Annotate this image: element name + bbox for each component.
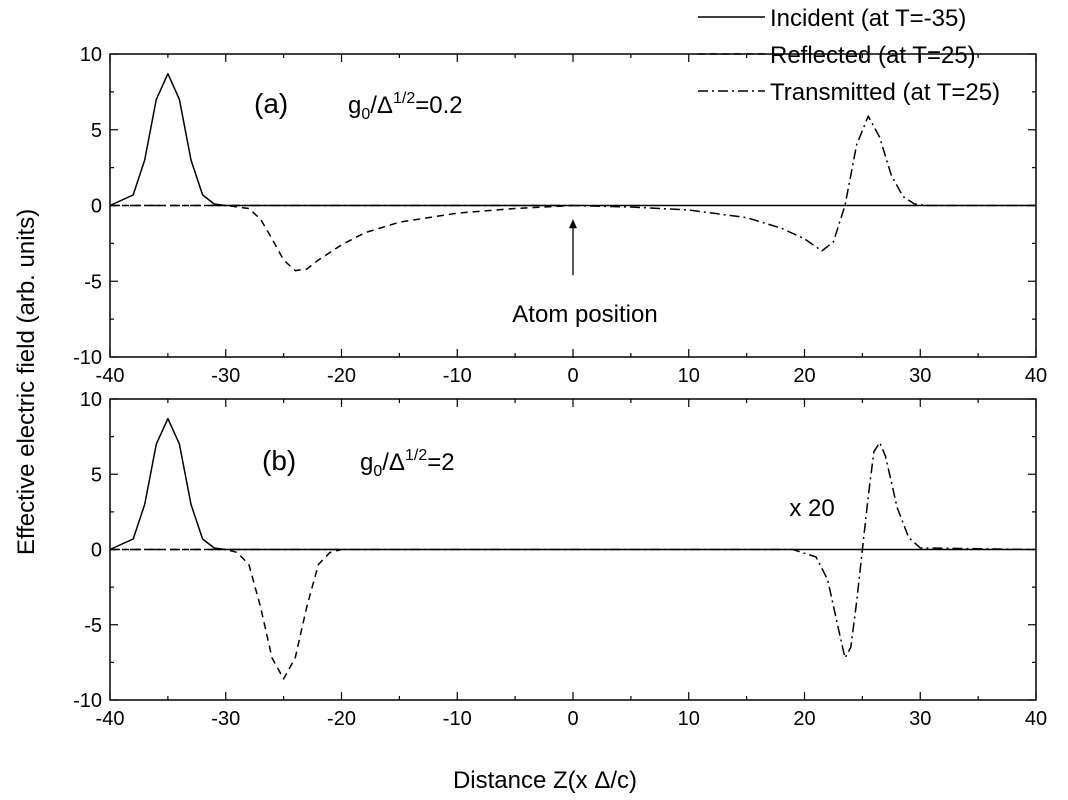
panels-layer: -40 -30 -20 -10 0 10 20 30 40 10 5 0 -5 -10 (a) g0/Δ1/2…	[73, 44, 1047, 730]
series-solid-a	[109, 72, 1036, 207]
legend-label-incident: Incident (at T=-35)	[770, 5, 966, 32]
x-tick-label: -20	[327, 708, 356, 730]
x-tick-label: 0	[567, 708, 578, 730]
y-axis-title: Effective electric field (arb. units)	[13, 209, 40, 555]
panel-b: -40 -30 -20 -10 0 10 20 30 40 10 5 0 -5 -10 (b) g0/Δ1/2…	[73, 389, 1047, 730]
x-tick-label: 40	[1025, 708, 1047, 730]
y-tick-label: 5	[91, 120, 102, 142]
y-tick-label: -10	[73, 690, 102, 712]
x-tick-label: -30	[211, 365, 240, 387]
y-tick-label: 5	[91, 464, 102, 486]
series-dashdot-a	[110, 115, 1036, 252]
annotation-a: Atom position	[512, 301, 657, 328]
y-tick-label: 0	[91, 540, 102, 562]
x-tick-label: 30	[909, 365, 931, 387]
x-tick-label: 10	[678, 708, 700, 730]
parameter-label-a: g0/Δ1/2=0.2	[348, 90, 463, 123]
x-tick-label: -10	[443, 708, 472, 730]
panel-a: -40 -30 -20 -10 0 10 20 30 40 10 5 0 -5 -10 (a) g0/Δ1/2…	[73, 44, 1047, 387]
x-tick-label: -40	[96, 365, 125, 387]
y-tick-label: 10	[80, 389, 102, 411]
series-dashdot-b	[110, 441, 1037, 659]
parameter-label-b: g0/Δ1/2=2	[360, 447, 455, 480]
series-dashed-b	[110, 548, 342, 680]
atom-position-arrow-head	[569, 219, 577, 229]
y-tick-label: -5	[84, 271, 102, 293]
series-solid-b	[109, 417, 1036, 551]
x-tick-label: -30	[211, 708, 240, 730]
x-axis-title: Distance Z(x Δ/c)	[453, 767, 637, 794]
legend: Incident (at T=-35) Reflected (at T=25) …	[698, 5, 1000, 106]
series-dashed-a	[110, 204, 574, 272]
legend-label-transmitted: Transmitted (at T=25)	[770, 79, 1000, 106]
panel-label-a: (a)	[254, 88, 288, 119]
y-tick-label: 10	[80, 44, 102, 66]
y-tick-label: -5	[84, 615, 102, 637]
x-tick-label: 10	[678, 365, 700, 387]
x-tick-label: 20	[793, 708, 815, 730]
legend-label-reflected: Reflected (at T=25)	[770, 42, 976, 69]
panel-label-b: (b)	[262, 445, 296, 476]
y-tick-label: 0	[91, 196, 102, 218]
x-tick-label: 40	[1025, 365, 1047, 387]
annotation-b: x 20	[789, 495, 834, 522]
x-tick-label: 0	[567, 365, 578, 387]
x-tick-label: -10	[443, 365, 472, 387]
x-tick-label: -40	[96, 708, 125, 730]
x-tick-label: 30	[909, 708, 931, 730]
x-tick-label: 20	[793, 365, 815, 387]
y-tick-label: -10	[73, 347, 102, 369]
x-tick-label: -20	[327, 365, 356, 387]
